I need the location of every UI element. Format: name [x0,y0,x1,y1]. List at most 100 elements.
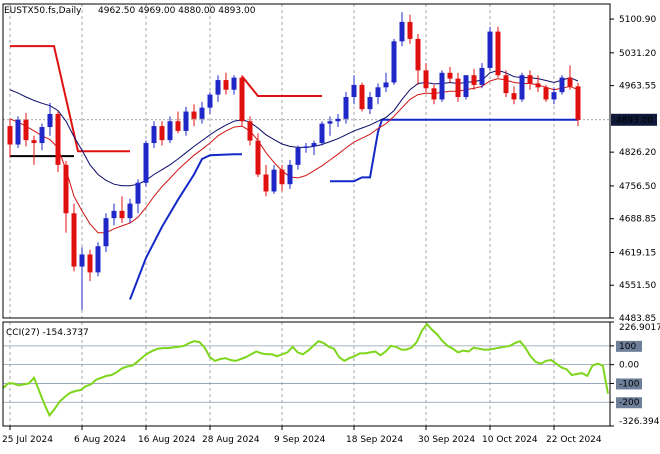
candle-body [231,77,237,90]
candle-bull [151,121,157,148]
candle-bull [271,164,277,194]
candle-body [215,80,221,95]
time-tick-label: 28 Aug 2024 [202,435,260,445]
candle-body [175,121,181,131]
candle-bear [63,160,69,233]
candle-body [159,126,165,141]
candle-body [39,127,45,144]
candle-bull [111,203,117,226]
candle-body [247,121,253,141]
candle-bull [479,63,485,89]
time-tick-label: 6 Aug 2024 [74,435,126,445]
time-tick-label: 9 Sep 2024 [274,435,326,445]
candle-bull [167,116,173,144]
candle-body [23,119,29,141]
cci-tick-label: -200 [619,398,640,408]
candle-body [135,182,141,204]
candle-body [295,147,301,165]
candle-body [167,121,173,141]
candle-bull [79,247,85,311]
cci-label: CCI(27) -154.3737 [6,328,89,338]
candle-bear [503,70,509,98]
candle-body [271,169,277,192]
candle-bear [415,34,421,85]
candle-body [423,70,429,89]
stop-line [330,118,578,183]
candle-body [535,83,541,88]
price-tick-label: 4756.50 [619,182,656,192]
candle-body [551,92,557,100]
candle-body [311,143,317,147]
candle-bull [551,87,557,105]
candle-body [463,75,469,98]
candle-body [239,77,245,122]
candle-bull [327,116,333,136]
cci-panel-frame [2,321,611,427]
candle-bull [15,116,21,148]
ema-fast-line [9,69,579,187]
candle-body [263,174,269,192]
price-tick-label: 4483.85 [619,314,656,324]
ohlc-readout: 4962.50 4969.00 4880.00 4893.00 [98,6,256,16]
candle-body [471,75,477,85]
candle-bear [55,111,61,173]
candle-body [519,75,525,100]
candle-bull [383,72,389,93]
candle-body [391,41,397,83]
price-tick-label: 4688.85 [619,215,656,225]
candle-bull [391,38,397,85]
last-price-tag [611,113,657,126]
price-tick-label: 5031.20 [619,49,656,59]
cci-level-tag [616,378,642,390]
candle-bear [359,82,365,112]
price-panel-frame [2,3,611,319]
candle-body [199,107,205,119]
candle-body [319,123,325,144]
candle-body [223,80,229,90]
candle-bear [255,133,261,177]
stop-line [10,45,130,153]
candle-body [383,82,389,88]
candle-bear [511,86,517,105]
candle-bull [367,92,373,114]
candle-body [351,84,357,98]
candle-bear [279,164,285,192]
price-tick-label: 4619.15 [619,248,656,258]
cci-tick-label: -326.3947 [619,417,660,427]
candle-bull [295,145,301,170]
candle-body [47,113,53,128]
chart-symbol-title: EUSTX50.fs,Daily [4,6,82,16]
time-tick-label: 22 Oct 2024 [546,435,602,445]
candle-body [31,140,37,144]
cci-tick-label: 0.00 [619,361,639,371]
candle-bull [47,102,53,136]
candle-body [151,126,157,144]
cci-level-tag [616,340,642,352]
candle-bull [199,101,205,124]
candle-body [503,75,509,94]
candle-body [543,87,549,100]
candle-bull [519,72,525,102]
candle-body [15,119,21,145]
candle-body [479,67,485,85]
candle-body [455,78,461,98]
candle-bull [375,83,381,105]
candle-bull [39,123,45,151]
candle-body [55,113,61,165]
candle-bull [311,140,317,156]
candles-layer [7,12,581,311]
time-tick-label: 25 Jul 2024 [2,435,53,445]
candle-body [95,246,101,273]
candle-body [415,38,421,71]
candle-bear [31,135,37,165]
candle-body [375,87,381,98]
candle-body [495,31,501,76]
candle-body [287,164,293,185]
time-tick-label: 10 Oct 2024 [482,435,538,445]
cci-tick-label: -100 [619,379,640,389]
candle-body [127,203,133,219]
price-tick-label: 5100.90 [619,15,656,25]
axis-layer: 5100.90 5031.20 4963.55 4826.20 4756.50 4688.… [2,15,660,445]
candle-body [343,97,349,119]
